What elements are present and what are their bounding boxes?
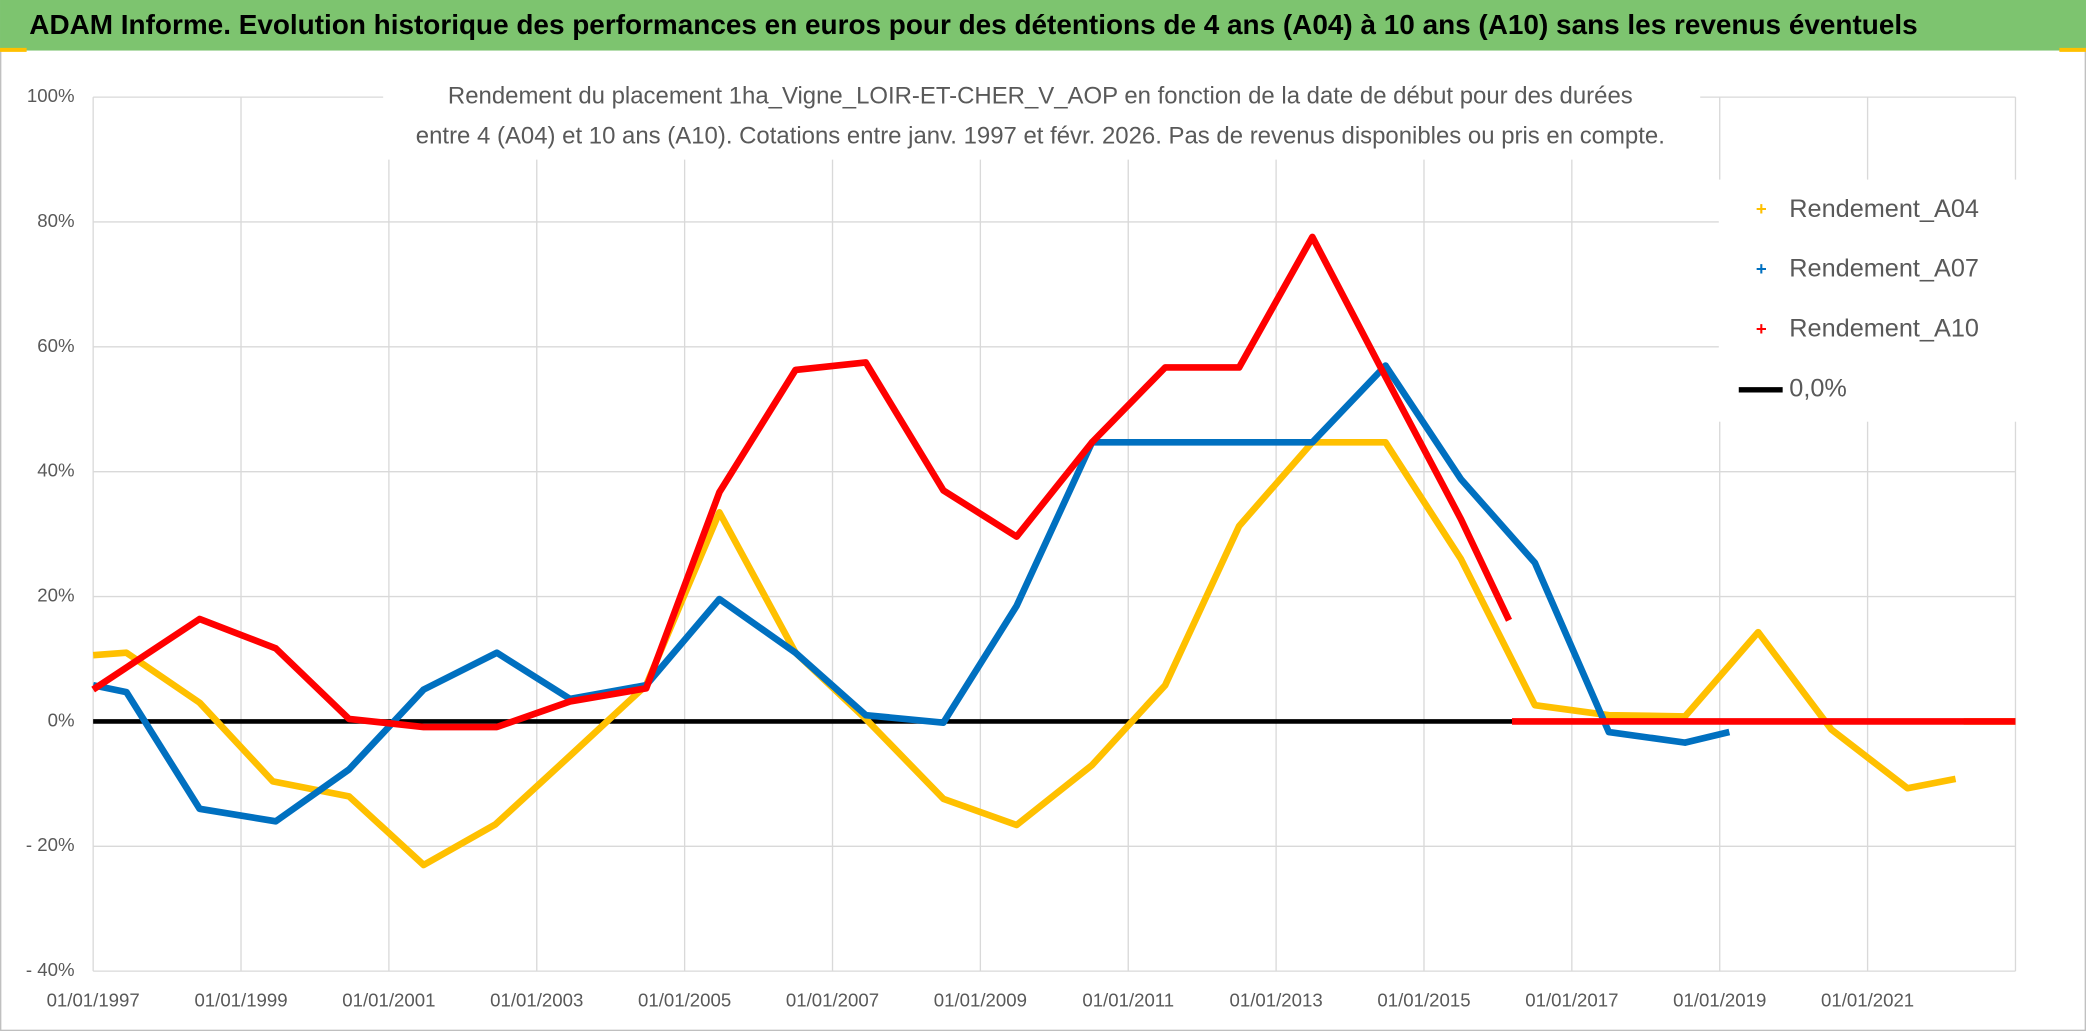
x-tick-label: 01/01/2019 (1673, 990, 1766, 1011)
y-tick-label: 20% (37, 584, 74, 605)
header-accent (2059, 47, 2086, 52)
title-box (383, 77, 1701, 160)
legend: + Rendement_A04 + Rendement_A07 + Rendement_A… (1738, 195, 1979, 402)
x-tick-label: 01/01/2003 (490, 990, 583, 1011)
header-bar (0, 0, 2086, 51)
y-tick-label: - 20% (26, 834, 75, 855)
series-line (91, 233, 2016, 731)
page-title: ADAM Informe. Evolution historique des p… (29, 9, 1917, 40)
plot: - 40% - 20% 0% 20% 40% 60% 80% 100% 01/01/1997 01… (26, 85, 2017, 1011)
x-tick-label: 01/01/1997 (47, 990, 140, 1011)
legend-box (1718, 179, 2019, 422)
legend-swatch: + (1756, 318, 1767, 339)
x-tick-label: 01/01/2001 (342, 990, 435, 1011)
y-tick-label: 40% (37, 460, 74, 481)
legend-label: 0,0% (1789, 374, 1847, 402)
chart-title: entre 4 (A04) et 10 ans (A10). Cotations… (416, 122, 1665, 149)
y-tick-label: - 40% (26, 959, 75, 980)
x-tick-label: 01/01/2021 (1821, 990, 1914, 1011)
legend-label: Rendement_A10 (1789, 315, 1979, 343)
legend-label: Rendement_A07 (1789, 255, 1979, 283)
x-tick-label: 01/01/2015 (1377, 990, 1470, 1011)
chart-title: Rendement du placement 1ha_Vigne_LOIR-ET… (448, 82, 1633, 109)
legend-swatch: + (1756, 258, 1767, 279)
legend-label: Rendement_A04 (1789, 195, 1979, 223)
x-tick-label: 01/01/2007 (786, 990, 879, 1011)
y-tick-label: 0% (48, 709, 75, 730)
x-tick-label: 01/01/2013 (1230, 990, 1323, 1011)
legend-swatch: + (1756, 198, 1767, 219)
y-tick-label: 80% (37, 210, 74, 231)
y-tick-label: 60% (37, 335, 74, 356)
header-accent (0, 47, 27, 52)
x-tick-label: 01/01/2011 (1082, 990, 1174, 1011)
x-tick-label: 01/01/2005 (638, 990, 731, 1011)
y-tick-label: 100% (27, 85, 75, 106)
x-tick-label: 01/01/2017 (1525, 990, 1618, 1011)
x-tick-label: 01/01/1999 (194, 990, 287, 1011)
x-tick-label: 01/01/2009 (934, 990, 1027, 1011)
series-line (92, 362, 1731, 825)
